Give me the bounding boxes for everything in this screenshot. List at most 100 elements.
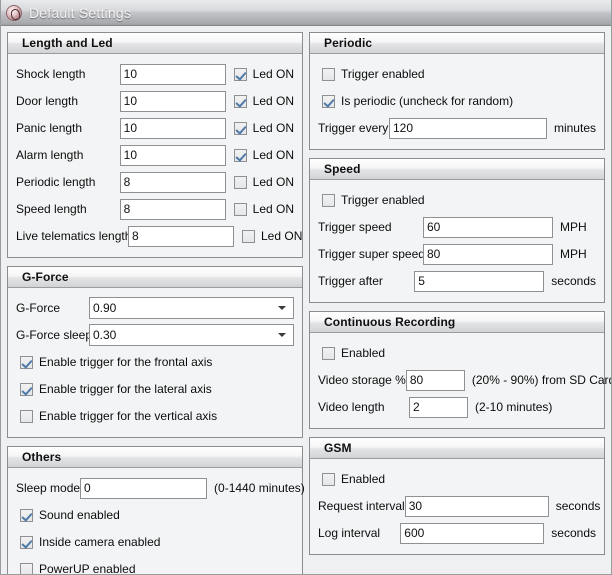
checkbox-box xyxy=(20,382,33,396)
log-interval-input[interactable] xyxy=(400,522,545,544)
gsm-enabled-checkbox[interactable]: Enabled xyxy=(322,472,385,486)
gforce-frontal-axis-checkbox[interactable]: Enable trigger for the frontal axis xyxy=(20,355,212,369)
group-header-gsm: GSM xyxy=(310,438,604,459)
trigger-every-input[interactable] xyxy=(388,117,547,139)
trigger-speed-input[interactable] xyxy=(423,216,553,238)
log-interval-label: Log interval xyxy=(318,526,381,540)
row-panic-length: Panic length Led ON xyxy=(16,116,294,140)
periodic-length-input[interactable] xyxy=(119,171,226,193)
row-gsm-enabled: Enabled xyxy=(318,467,596,491)
trigger-after-input[interactable] xyxy=(414,270,545,292)
row-gforce-frontal: Enable trigger for the frontal axis xyxy=(16,350,294,374)
checkbox-box xyxy=(233,121,247,135)
group-header-speed: Speed xyxy=(310,159,604,180)
row-gforce-lateral: Enable trigger for the lateral axis xyxy=(16,377,294,401)
alarm-led-checkbox[interactable]: Led ON xyxy=(233,148,294,162)
row-door-length: Door length Led ON xyxy=(16,89,294,113)
group-title: GSM xyxy=(324,441,352,455)
trigger-speed-unit: MPH xyxy=(560,220,587,234)
request-interval-input[interactable] xyxy=(404,495,549,517)
group-header-length-and-led: Length and Led xyxy=(8,33,302,54)
is-periodic-checkbox[interactable]: Is periodic (uncheck for random) xyxy=(322,94,513,108)
checkbox-label: Led ON xyxy=(252,94,294,108)
gforce-lateral-axis-checkbox[interactable]: Enable trigger for the lateral axis xyxy=(20,382,212,396)
checkbox-box xyxy=(20,508,33,522)
title-bar: Default Settings xyxy=(1,0,611,26)
trigger-after-label: Trigger after xyxy=(318,274,383,288)
group-gforce: G-Force G-Force 0.90 G-Force sleep 0.30 xyxy=(7,266,303,438)
sound-enabled-checkbox[interactable]: Sound enabled xyxy=(20,508,120,522)
gforce-combobox[interactable]: 0.90 xyxy=(89,297,294,319)
checkbox-box xyxy=(322,346,335,360)
group-header-others: Others xyxy=(8,447,302,468)
speed-led-checkbox[interactable]: Led ON xyxy=(233,202,294,216)
door-length-input[interactable] xyxy=(119,90,226,112)
checkbox-label: Enable trigger for the frontal axis xyxy=(39,355,213,369)
inside-camera-enabled-checkbox[interactable]: Inside camera enabled xyxy=(20,535,160,549)
gforce-combobox-value: 0.90 xyxy=(93,301,117,315)
gforce-sleep-combobox[interactable]: 0.30 xyxy=(89,324,294,346)
row-log-interval: Log interval seconds xyxy=(318,521,596,545)
row-trigger-super-speed: Trigger super speed MPH xyxy=(318,242,596,266)
speed-length-input[interactable] xyxy=(119,198,226,220)
row-inside-camera-enabled: Inside camera enabled xyxy=(16,530,294,554)
panic-led-checkbox[interactable]: Led ON xyxy=(233,121,294,135)
checkbox-box xyxy=(322,472,335,486)
periodic-led-checkbox[interactable]: Led ON xyxy=(233,175,294,189)
request-interval-unit: seconds xyxy=(555,499,601,513)
speed-trigger-enabled-checkbox[interactable]: Trigger enabled xyxy=(322,193,425,207)
shock-led-checkbox[interactable]: Led ON xyxy=(233,67,294,81)
live-telematics-led-checkbox[interactable]: Led ON xyxy=(242,229,302,243)
periodic-trigger-enabled-checkbox[interactable]: Trigger enabled xyxy=(322,67,425,81)
left-column: Length and Led Shock length Led ON Door … xyxy=(7,32,305,574)
trigger-speed-label: Trigger speed xyxy=(318,220,392,234)
sleep-mode-input[interactable] xyxy=(80,477,208,499)
row-alarm-length: Alarm length Led ON xyxy=(16,143,294,167)
continuous-recording-enabled-checkbox[interactable]: Enabled xyxy=(322,346,385,360)
request-interval-label: Request interval xyxy=(318,499,405,513)
trigger-super-speed-input[interactable] xyxy=(423,243,553,265)
alarm-length-input[interactable] xyxy=(119,144,226,166)
log-interval-unit: seconds xyxy=(551,526,596,540)
video-length-label: Video length xyxy=(318,400,385,414)
checkbox-label: Enabled xyxy=(341,346,386,360)
group-body-others: Sleep mode (0-1440 minutes) Sound enable… xyxy=(8,468,305,574)
video-storage-input[interactable] xyxy=(405,369,465,391)
gforce-vertical-axis-checkbox[interactable]: Enable trigger for the vertical axis xyxy=(20,409,217,423)
checkbox-label: Led ON xyxy=(252,67,294,81)
row-continuous-recording-enabled: Enabled xyxy=(318,341,596,365)
gforce-sleep-combobox-value: 0.30 xyxy=(93,328,117,342)
checkbox-box xyxy=(20,562,33,574)
checkbox-box xyxy=(322,94,335,108)
panic-length-input[interactable] xyxy=(119,117,226,139)
group-title: Length and Led xyxy=(22,36,113,50)
row-live-telematics-length: Live telematics length Led ON xyxy=(16,224,302,248)
group-body-gsm: Enabled Request interval seconds Log int… xyxy=(310,459,604,554)
panic-length-label: Panic length xyxy=(16,121,83,135)
sleep-mode-hint: (0-1440 minutes) xyxy=(214,481,305,495)
group-body-periodic: Trigger enabled Is periodic (uncheck for… xyxy=(310,54,604,149)
group-speed: Speed Trigger enabled Trigger speed MPH xyxy=(309,158,605,303)
live-telematics-length-input[interactable] xyxy=(128,225,234,247)
trigger-every-label: Trigger every xyxy=(318,121,389,135)
checkbox-box xyxy=(242,229,255,243)
row-periodic-length: Periodic length Led ON xyxy=(16,170,294,194)
powerup-enabled-checkbox[interactable]: PowerUP enabled xyxy=(20,562,136,574)
chevron-down-icon xyxy=(278,306,286,310)
group-header-continuous-recording: Continuous Recording xyxy=(310,312,604,333)
checkbox-label: Led ON xyxy=(252,175,294,189)
checkbox-box xyxy=(233,94,247,108)
group-title: Periodic xyxy=(324,36,373,50)
row-is-periodic: Is periodic (uncheck for random) xyxy=(318,89,596,113)
trigger-super-speed-label: Trigger super speed xyxy=(318,247,425,261)
app-circle-icon xyxy=(6,4,22,21)
shock-length-input[interactable] xyxy=(119,63,226,85)
checkbox-label: Sound enabled xyxy=(39,508,120,522)
alarm-length-label: Alarm length xyxy=(16,148,84,162)
video-length-input[interactable] xyxy=(409,396,468,418)
door-led-checkbox[interactable]: Led ON xyxy=(233,94,294,108)
row-sleep-mode: Sleep mode (0-1440 minutes) xyxy=(16,476,305,500)
shock-length-label: Shock length xyxy=(16,67,86,81)
content-area: Length and Led Shock length Led ON Door … xyxy=(1,26,611,574)
row-periodic-trigger-enabled: Trigger enabled xyxy=(318,62,596,86)
